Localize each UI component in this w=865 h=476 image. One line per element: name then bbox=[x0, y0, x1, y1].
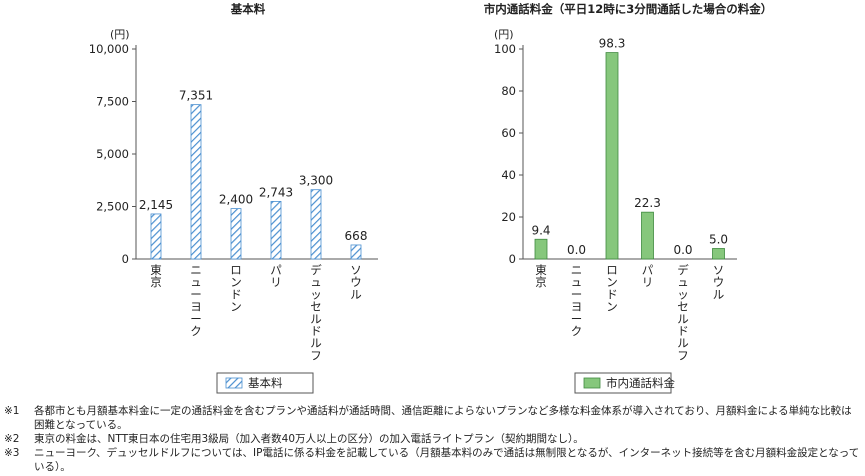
bar bbox=[230, 208, 242, 260]
bar bbox=[534, 238, 548, 260]
category-label: デュッセルドルフ bbox=[677, 263, 689, 362]
y-tick-label: 100 bbox=[494, 42, 516, 56]
legend-swatch bbox=[225, 377, 243, 389]
legend-swatch bbox=[583, 377, 601, 389]
y-tick-label: 10,000 bbox=[89, 42, 129, 56]
bar bbox=[712, 248, 725, 260]
footnote-mark: ※3 bbox=[4, 447, 20, 459]
legend: 基本料 bbox=[216, 372, 314, 394]
data-label: 2,400 bbox=[219, 193, 253, 207]
y-tick-label: 0 bbox=[509, 252, 516, 266]
category-label: ソウル bbox=[713, 263, 725, 301]
bar bbox=[190, 104, 202, 260]
y-tick-label: 40 bbox=[501, 168, 516, 182]
bar bbox=[150, 213, 162, 260]
category-label: 東京 bbox=[150, 263, 162, 289]
footnote-text: 各都市とも月額基本料金に一定の通話料金を含むプランや通話料が通話時間、通信距離に… bbox=[34, 405, 852, 431]
y-tick-label: 5,000 bbox=[96, 147, 129, 161]
footnote-mark: ※1 bbox=[4, 405, 20, 417]
footnotes: ※1 各都市とも月額基本料金に一定の通話料金を含むプランや通話料が通話時間、通信… bbox=[4, 404, 862, 474]
data-label: 668 bbox=[345, 229, 368, 243]
data-label: 9.4 bbox=[531, 223, 550, 237]
y-unit-label: (円) bbox=[110, 28, 130, 41]
charts-canvas: 基本料 (円) 0 2,500 5,000 7,500 10,000 2,145 東京 7,3… bbox=[89, 2, 773, 394]
data-label: 0.0 bbox=[567, 243, 586, 257]
y-tick-label: 60 bbox=[501, 126, 516, 140]
chart-title: 基本料 bbox=[230, 2, 266, 16]
bar bbox=[350, 244, 362, 260]
data-label: 3,300 bbox=[299, 174, 333, 188]
y-unit-label: (円) bbox=[494, 28, 514, 41]
footnote-1: ※1 各都市とも月額基本料金に一定の通話料金を含むプランや通話料が通話時間、通信… bbox=[4, 404, 862, 432]
y-tick-label: 0 bbox=[122, 252, 129, 266]
bar bbox=[310, 189, 322, 260]
category-label: ロンドン bbox=[230, 263, 242, 314]
footnote-2: ※2 東京の料金は、NTT東日本の住宅用3級局（加入者数40万人以上の区分）の加… bbox=[4, 432, 862, 446]
footnote-mark: ※2 bbox=[4, 433, 20, 445]
data-label: 7,351 bbox=[179, 89, 213, 103]
footnote-text: 東京の料金は、NTT東日本の住宅用3級局（加入者数40万人以上の区分）の加入電話… bbox=[34, 433, 584, 445]
local-call-fee-chart: 市内通話料金（平日12時に3分間通話した場合の料金） (円) 0 20 40 60 80… bbox=[484, 2, 773, 394]
y-tick-label: 7,500 bbox=[96, 95, 129, 109]
bar bbox=[641, 211, 654, 260]
y-tick-label: 20 bbox=[501, 210, 516, 224]
category-label: パリ bbox=[270, 263, 282, 289]
category-label: パリ bbox=[642, 263, 654, 289]
category-label: ソウル bbox=[350, 263, 362, 301]
category-label: デュッセルドルフ bbox=[310, 263, 322, 362]
data-label: 0.0 bbox=[673, 243, 692, 257]
legend-label: 基本料 bbox=[248, 376, 283, 390]
bar bbox=[270, 200, 282, 260]
data-label: 2,743 bbox=[259, 185, 293, 199]
category-label: ロンドン bbox=[606, 263, 618, 314]
data-label: 5.0 bbox=[709, 233, 728, 247]
data-label: 98.3 bbox=[599, 37, 626, 51]
data-label: 2,145 bbox=[139, 198, 173, 212]
category-label: ニューヨーク bbox=[190, 263, 202, 338]
footnote-3: ※3 ニューヨーク、デュッセルドルフについては、IP電話に係る料金を記載している… bbox=[4, 446, 862, 474]
legend-label: 市内通話料金 bbox=[606, 376, 675, 390]
legend: 市内通話料金 bbox=[574, 372, 675, 394]
category-label: ニューヨーク bbox=[571, 263, 583, 338]
data-label: 22.3 bbox=[634, 196, 661, 210]
chart-title: 市内通話料金（平日12時に3分間通話した場合の料金） bbox=[484, 2, 773, 16]
footnote-text: ニューヨーク、デュッセルドルフについては、IP電話に係る料金を記載している（月額… bbox=[34, 447, 860, 473]
y-tick-label: 80 bbox=[501, 84, 516, 98]
basic-fee-chart: 基本料 (円) 0 2,500 5,000 7,500 10,000 2,145 東京 7,3… bbox=[89, 2, 378, 394]
category-label: 東京 bbox=[535, 263, 547, 289]
bar bbox=[605, 52, 619, 260]
y-tick-label: 2,500 bbox=[96, 200, 129, 214]
